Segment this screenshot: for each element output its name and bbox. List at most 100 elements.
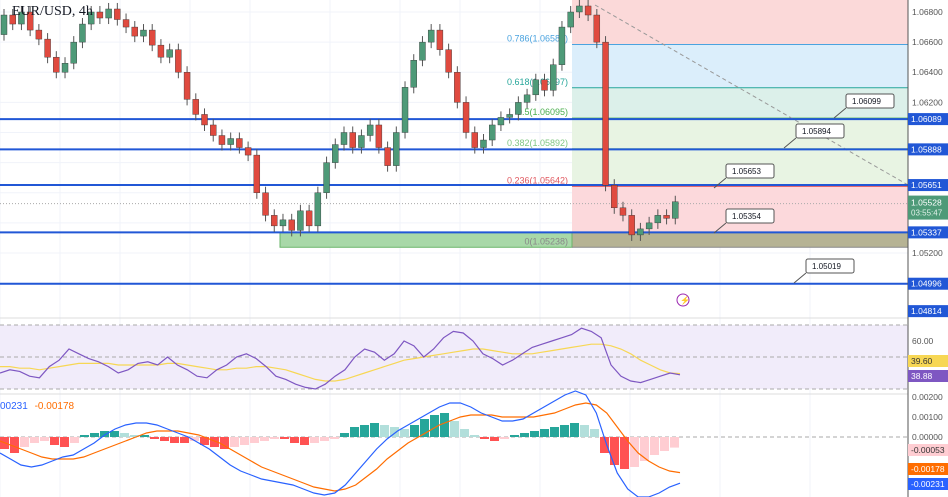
price-callout (795, 123, 845, 139)
price-tick: 1.06800 (912, 7, 943, 17)
candle (271, 215, 278, 227)
current-price-tag (908, 195, 948, 220)
candle (227, 138, 234, 145)
signal-tag-text: -0.00178 (911, 464, 945, 474)
candle (140, 29, 147, 37)
callout-pointer (793, 272, 807, 284)
level-tag-text: 1.05888 (911, 144, 942, 154)
level-tag (908, 277, 948, 290)
rsi-tag-text: 38.88 (911, 371, 933, 381)
macd-histogram-bar (500, 437, 509, 439)
level-tag-text: 1.05651 (911, 180, 942, 190)
macd-histogram-bar (600, 437, 609, 453)
macd-legend: 00231 -0.00178 (0, 401, 74, 412)
candle (288, 219, 295, 231)
macd-histogram-bar (230, 437, 239, 447)
candle (611, 185, 618, 209)
candle (279, 219, 287, 227)
candle (410, 59, 417, 88)
macd-histogram-bar (340, 433, 349, 437)
candle (44, 38, 51, 58)
macd-histogram-bar (40, 437, 49, 441)
candle (105, 8, 112, 19)
macd-histogram-bar (30, 437, 39, 443)
candle (358, 135, 365, 148)
candle (584, 5, 592, 16)
rsi-ma-tag-text: 39.60 (911, 356, 933, 366)
candle (297, 210, 304, 231)
macd-histogram-bar (100, 431, 109, 437)
candle (70, 41, 77, 64)
macd-histogram-bar (390, 427, 399, 437)
macd-histogram-bar (130, 435, 139, 437)
macd-histogram-bar (200, 437, 209, 445)
macd-histogram-bar (240, 437, 249, 445)
level-tag-text: 1.05337 (911, 227, 942, 237)
macd-histogram-bar (630, 437, 639, 467)
price-callout (725, 208, 775, 224)
callout-label: 1.05894 (802, 127, 831, 136)
macd-histogram-bar (470, 435, 479, 437)
candle (79, 23, 86, 43)
candle (506, 114, 513, 118)
level-tag-text: 1.04814 (911, 306, 942, 316)
candle (192, 99, 199, 115)
macd-histogram-bar (480, 437, 489, 439)
macd-histogram-bar (270, 437, 279, 439)
level-tag (908, 113, 948, 126)
candle (672, 201, 679, 219)
price-tick: 1.06600 (912, 37, 943, 47)
candle (454, 72, 461, 103)
level-tag-text: 1.04996 (911, 279, 942, 289)
candle (489, 124, 496, 141)
price-tick: 1.06200 (912, 97, 943, 107)
macd-histogram-bar (560, 425, 569, 437)
macd-tag (908, 478, 948, 490)
candle (532, 79, 539, 96)
rsi-tag (908, 370, 948, 382)
macd-histogram-bar (400, 429, 409, 437)
price-callout (845, 93, 895, 109)
macd-histogram-bar (80, 435, 89, 437)
callout-pointer (783, 137, 797, 149)
candle (87, 11, 95, 25)
candle (18, 11, 25, 25)
candle (550, 64, 557, 91)
macd-histogram-bar (20, 437, 29, 447)
candle (314, 192, 322, 227)
macd-histogram-bar (670, 437, 679, 448)
macd-histogram-bar (330, 437, 339, 439)
candle (157, 44, 165, 58)
candle (349, 132, 356, 148)
countdown-text: 03:55:47 (911, 209, 943, 218)
macd-line (0, 390, 681, 497)
callout-label: 1.06099 (852, 97, 881, 106)
candle (576, 5, 583, 13)
candle (427, 29, 435, 43)
candle (462, 102, 470, 133)
candle (445, 49, 452, 73)
candle (340, 132, 348, 145)
candle (384, 147, 391, 166)
macd-histogram-bar (350, 427, 359, 437)
lightning-icon (676, 293, 690, 307)
macd-histogram-bar (60, 437, 69, 447)
price-tick: 1.06400 (912, 67, 943, 77)
histogram-tag-text: -0.00053 (911, 445, 945, 455)
candle (541, 79, 548, 91)
candle (480, 139, 487, 148)
candle (131, 26, 138, 37)
histogram-tag (908, 444, 948, 456)
macd-histogram-bar (260, 437, 269, 441)
candle (471, 132, 478, 148)
macd-histogram-bar (290, 437, 299, 443)
macd-histogram-bar (150, 437, 159, 439)
candle (236, 138, 243, 148)
level-tag (908, 305, 948, 318)
fib-zone (572, 44, 908, 88)
candle (515, 102, 522, 115)
lightning-icon-glyph: ⚡ (680, 295, 690, 305)
candle (602, 41, 609, 186)
candle (305, 210, 313, 227)
